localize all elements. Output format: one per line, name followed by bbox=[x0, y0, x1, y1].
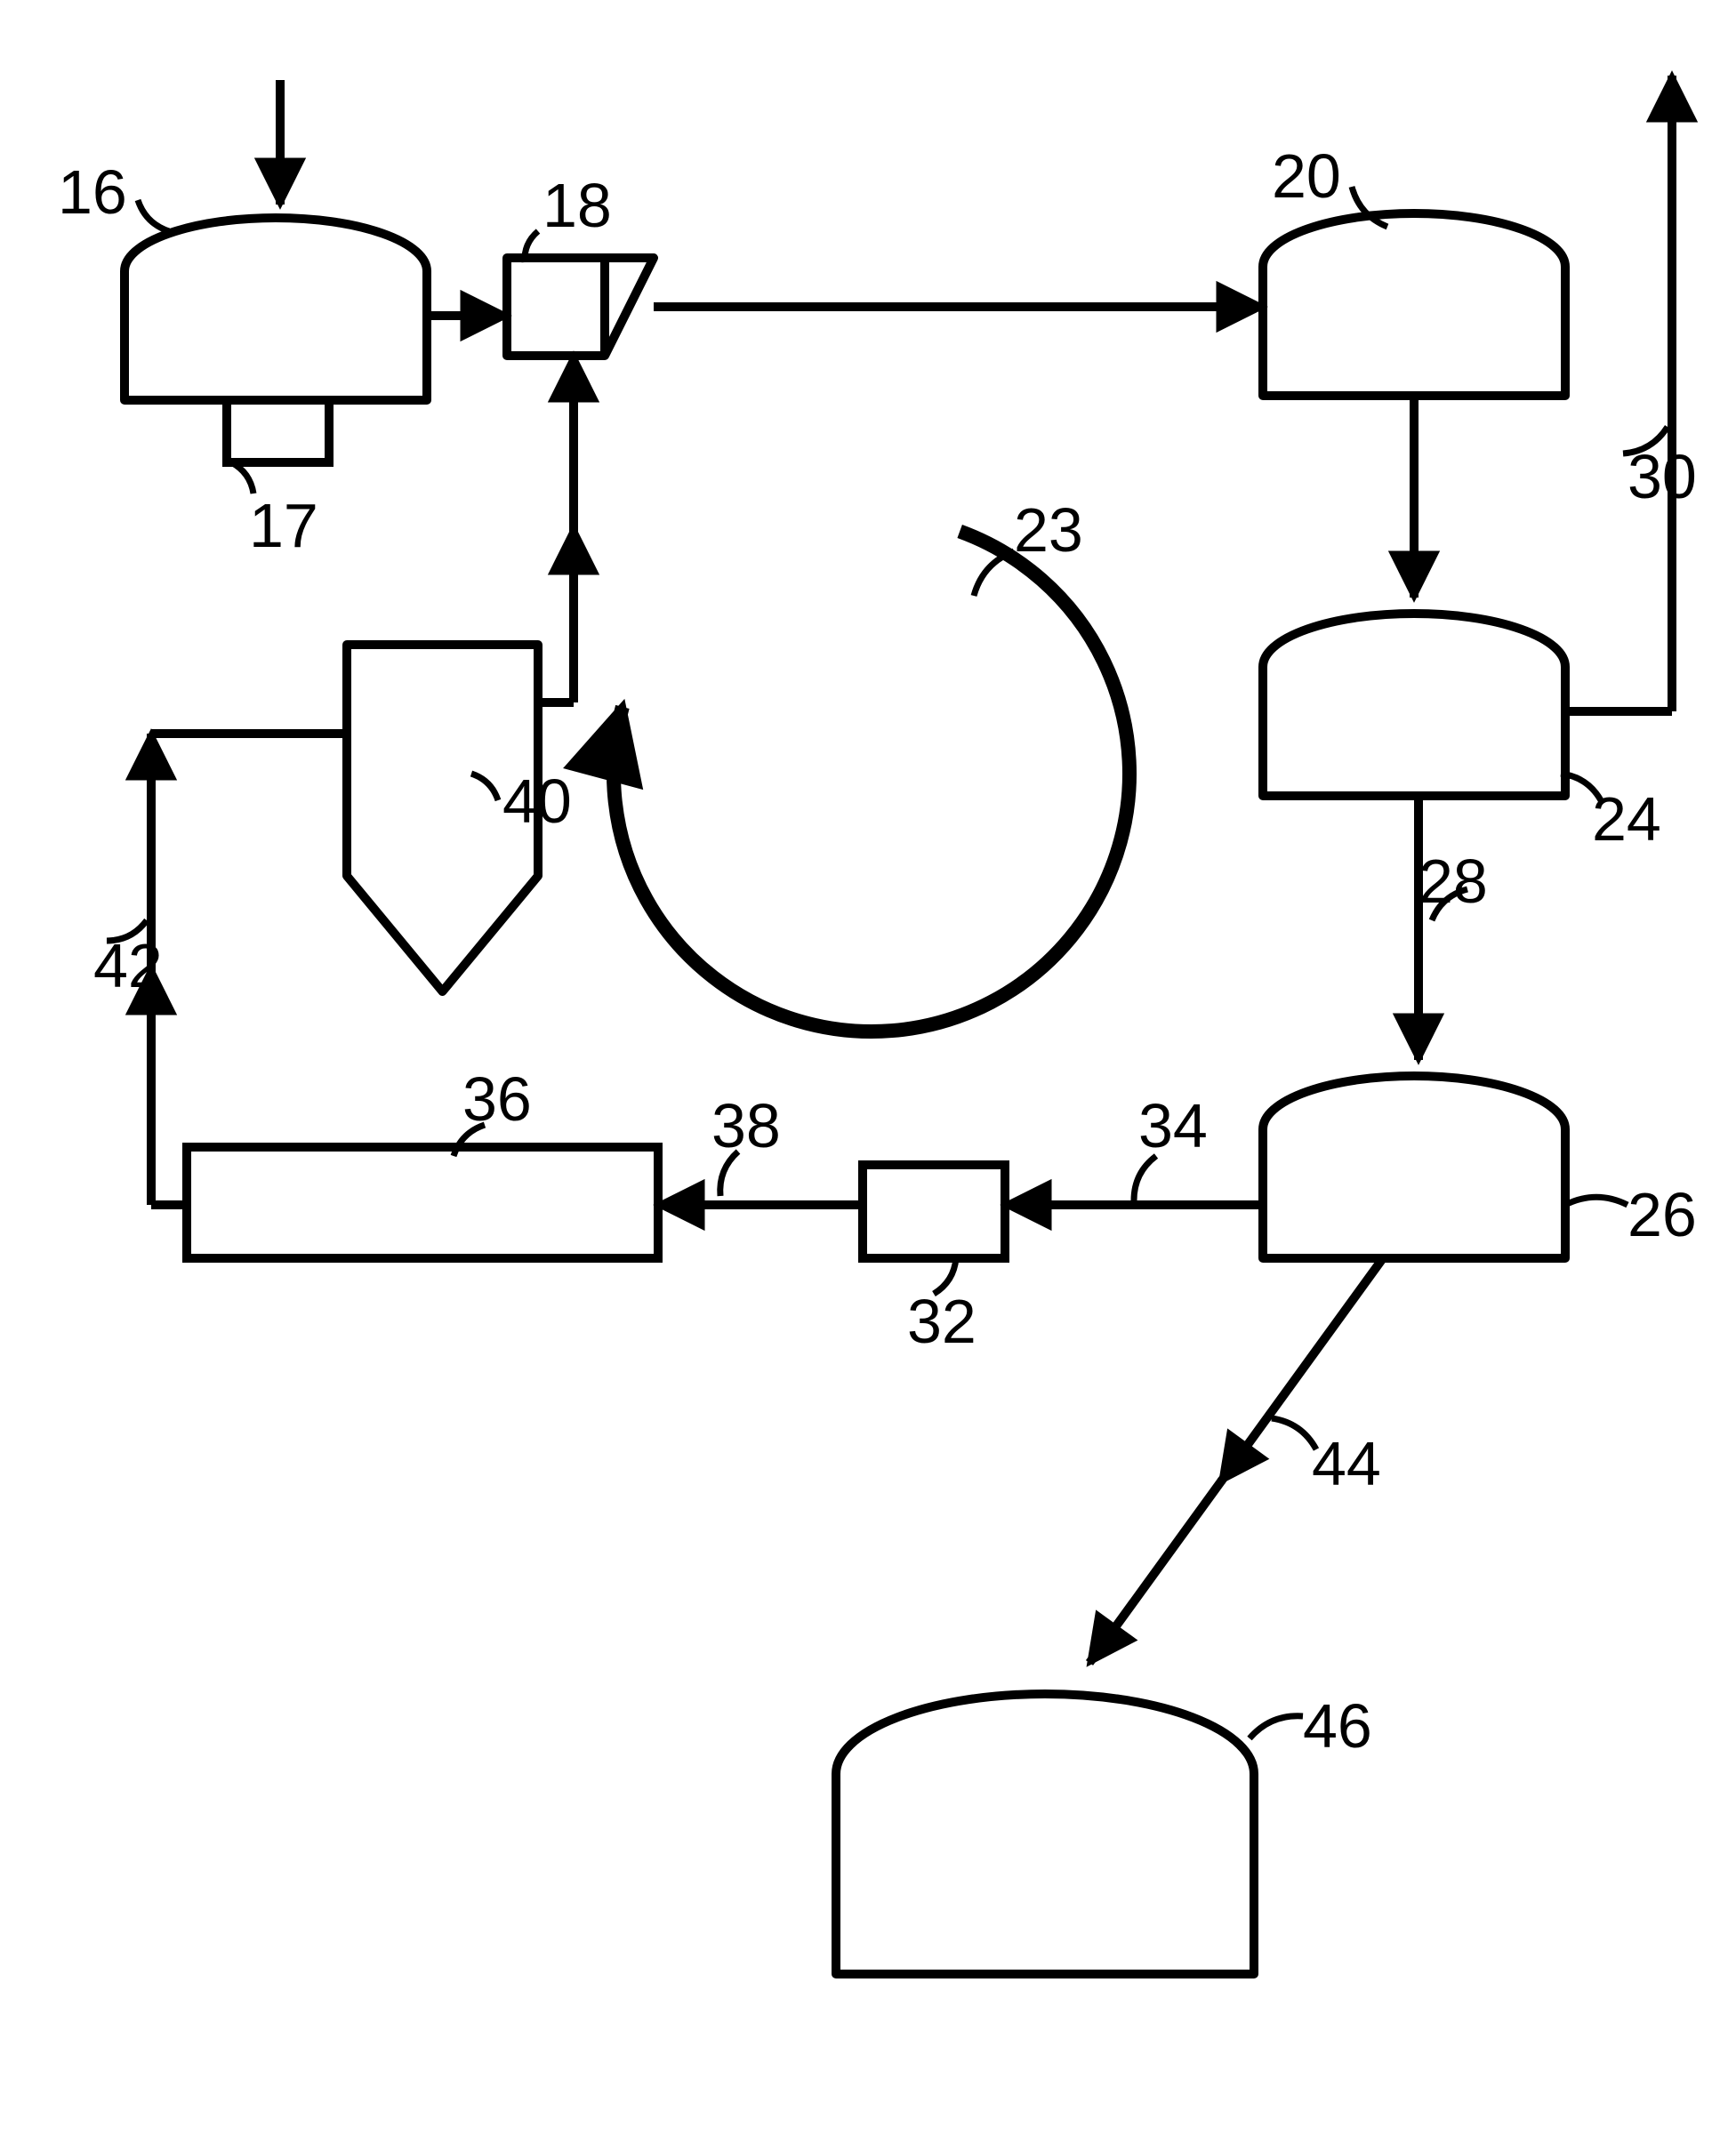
label-n42: 42 bbox=[93, 931, 163, 1000]
shape-tank17 bbox=[227, 400, 329, 462]
label-n26: 26 bbox=[1628, 1180, 1697, 1249]
label-n30: 30 bbox=[1628, 442, 1697, 511]
label-n17: 17 bbox=[249, 491, 318, 560]
label-n28: 28 bbox=[1419, 847, 1488, 916]
leader-n26 bbox=[1565, 1197, 1628, 1205]
arc-arc23 bbox=[614, 531, 1129, 1031]
label-n20: 20 bbox=[1272, 141, 1341, 211]
label-n34: 34 bbox=[1138, 1091, 1208, 1160]
label-n16: 16 bbox=[58, 157, 127, 227]
leader-n16 bbox=[138, 200, 169, 231]
shape-tank20 bbox=[1263, 213, 1565, 396]
leader-n44 bbox=[1272, 1418, 1316, 1449]
shape-rect36 bbox=[187, 1147, 658, 1258]
leader-n40 bbox=[471, 774, 498, 800]
leader-n17 bbox=[231, 462, 253, 494]
leader-n34 bbox=[1134, 1156, 1156, 1200]
leader-n46 bbox=[1250, 1716, 1303, 1738]
label-n46: 46 bbox=[1303, 1691, 1372, 1761]
label-n32: 32 bbox=[907, 1287, 976, 1356]
shape-tank24 bbox=[1263, 614, 1565, 796]
label-n36: 36 bbox=[462, 1064, 532, 1134]
shape-tank26 bbox=[1263, 1076, 1565, 1258]
label-n38: 38 bbox=[711, 1091, 781, 1160]
shape-tank46 bbox=[836, 1694, 1254, 1974]
label-n23: 23 bbox=[1014, 495, 1083, 565]
connector-c26_46-midarrow bbox=[1221, 1480, 1222, 1481]
label-n18: 18 bbox=[542, 171, 612, 240]
shape-unit18 bbox=[507, 258, 654, 356]
label-n40: 40 bbox=[502, 766, 572, 836]
label-n44: 44 bbox=[1312, 1429, 1381, 1498]
shape-tank16 bbox=[125, 218, 427, 400]
label-n24: 24 bbox=[1592, 784, 1661, 854]
shape-pump32 bbox=[863, 1165, 1005, 1258]
